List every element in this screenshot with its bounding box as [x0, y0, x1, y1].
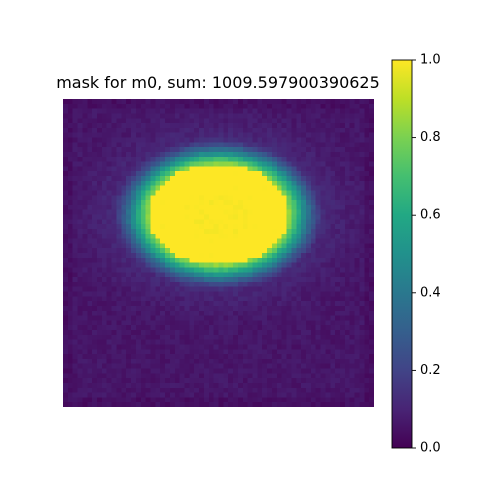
heatmap-image [63, 99, 374, 407]
colorbar-tick-label: 0.2 [420, 363, 441, 378]
colorbar-tick-label: 0.8 [420, 130, 441, 145]
colorbar-tick-label: 0.4 [420, 285, 441, 300]
colorbar: 0.0 0.2 0.4 0.6 0.8 1.0 [391, 53, 441, 456]
colorbar-tick-label: 0.6 [420, 208, 441, 223]
colorbar-gradient [391, 59, 413, 449]
colorbar-ticks: 0.0 0.2 0.4 0.6 0.8 1.0 [412, 53, 441, 456]
colorbar-tick-label: 1.0 [420, 53, 441, 68]
chart-title: mask for m0, sum: 1009.597900390625 [56, 73, 380, 92]
colorbar-tick-label: 0.0 [420, 441, 441, 456]
